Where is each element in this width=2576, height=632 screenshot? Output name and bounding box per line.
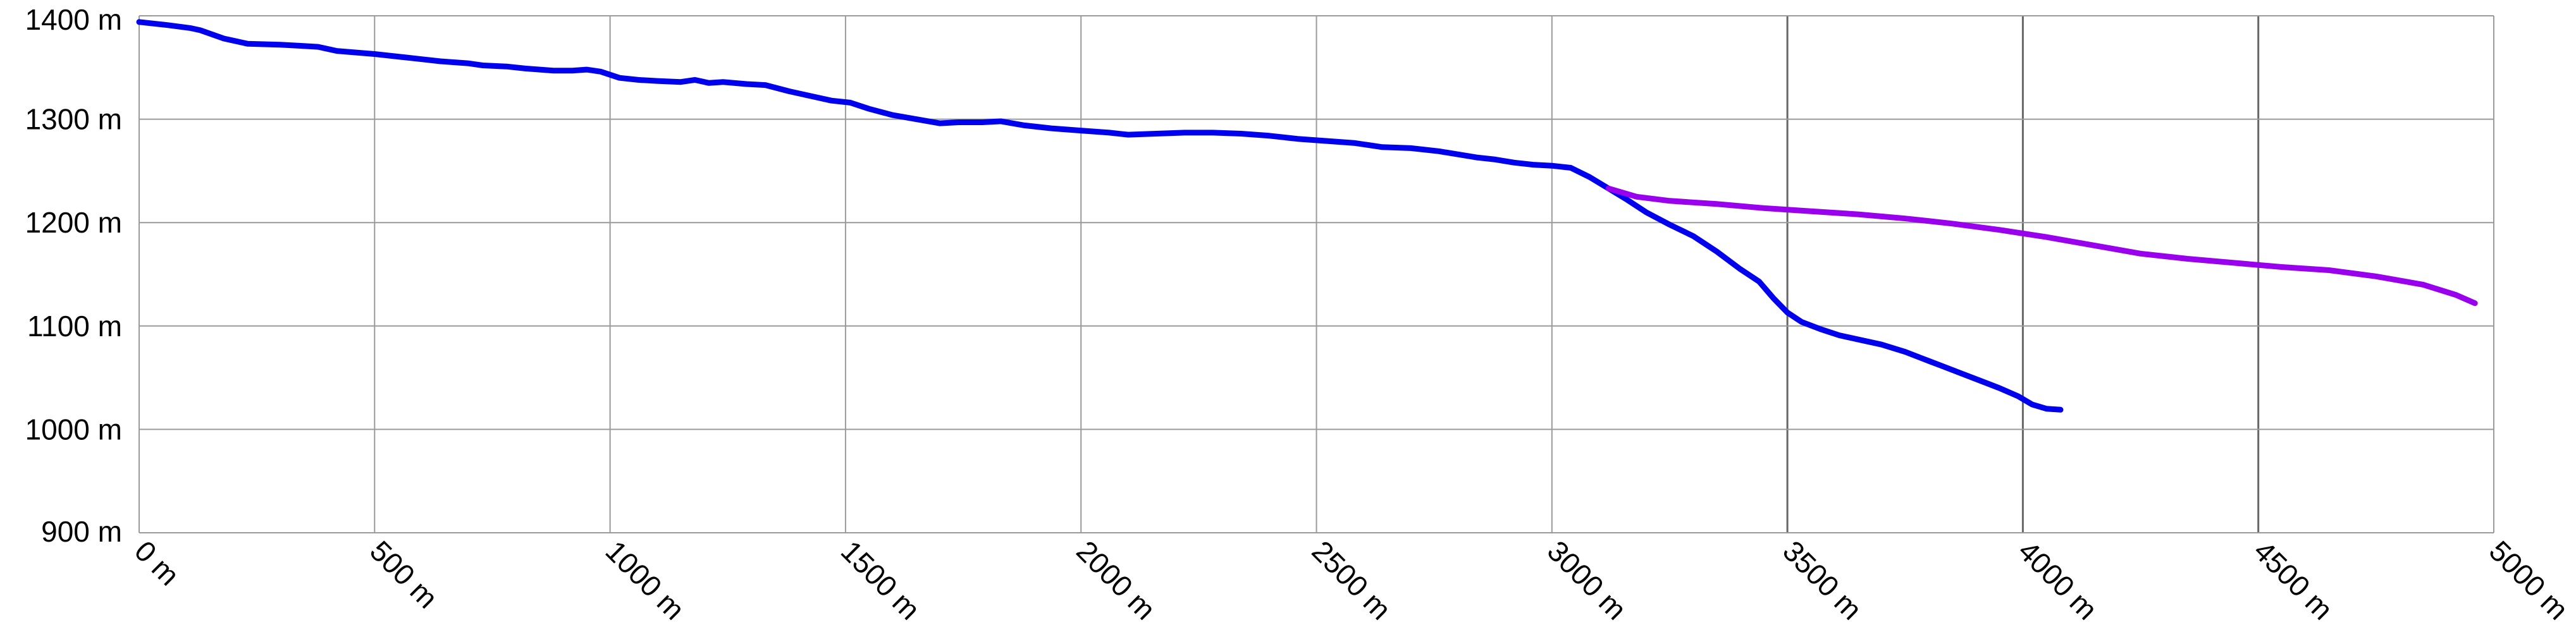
x-tick-label: 4000 m	[2012, 534, 2104, 626]
grid	[139, 15, 2494, 533]
x-tick-label: 3000 m	[1541, 534, 1633, 626]
x-tick-label: 1000 m	[600, 534, 691, 626]
x-tick-label: 0 m	[128, 534, 186, 592]
x-tick-label: 1500 m	[835, 534, 927, 626]
x-axis-labels: 0 m 500 m 1000 m 1500 m 2000 m 2500 m 3000 m 35…	[128, 534, 2575, 626]
y-tick-label: 900 m	[41, 515, 122, 548]
y-tick-label: 1000 m	[25, 413, 122, 446]
x-tick-label: 5000 m	[2483, 534, 2575, 626]
x-tick-label: 2500 m	[1305, 534, 1397, 626]
y-axis-labels: 900 m 1000 m 1100 m 1200 m 1300 m 1400 m	[25, 3, 122, 548]
series-lines	[136, 19, 2478, 413]
x-tick-label: 4500 m	[2248, 534, 2339, 626]
x-tick-label: 500 m	[364, 534, 444, 614]
series-line-1	[136, 19, 2064, 413]
y-tick-label: 1300 m	[25, 103, 122, 136]
y-tick-label: 1400 m	[25, 3, 122, 36]
y-tick-label: 1200 m	[25, 206, 122, 239]
x-tick-label: 3500 m	[1777, 534, 1868, 626]
y-tick-label: 1100 m	[27, 310, 122, 343]
x-tick-label: 2000 m	[1070, 534, 1162, 626]
series-line-2	[1605, 185, 2478, 307]
